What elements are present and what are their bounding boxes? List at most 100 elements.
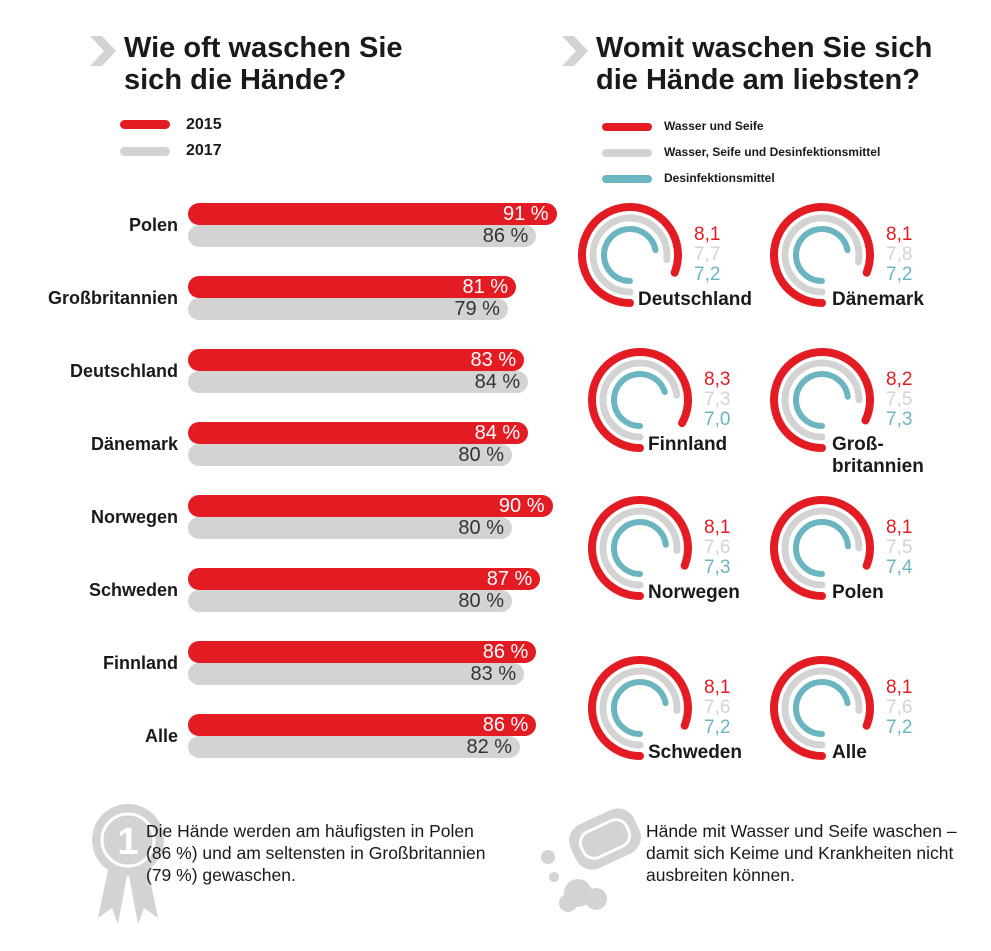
bar-value-label: 80 % xyxy=(458,590,504,612)
bar-2015: 86 % xyxy=(188,641,537,663)
legend-wasser-seife-desinf: Wasser, Seife und Desinfektionsmittel xyxy=(664,145,881,159)
bar-value-label: 82 % xyxy=(466,736,513,758)
value-wasser-seife-desinf: 7,6 xyxy=(886,697,913,718)
value-desinf: 7,2 xyxy=(886,264,913,285)
bar-2015: 86 % xyxy=(188,714,537,736)
left-title: Wie oft waschen Sie sich die Hände? xyxy=(124,32,403,96)
radial-country-label: Polen xyxy=(832,582,884,603)
radial-country-label: Norwegen xyxy=(648,582,740,603)
arc-wasser-seife xyxy=(588,496,692,600)
arc-desinf xyxy=(611,679,669,737)
arc-desinf xyxy=(611,371,668,429)
bar-value-label: 81 % xyxy=(462,276,509,298)
category-label: Polen xyxy=(128,215,178,235)
bar-2017: 83 % xyxy=(188,663,525,685)
bar-value-label: 90 % xyxy=(498,495,545,517)
bar-2017: 84 % xyxy=(188,371,529,393)
bar-value-label: 80 % xyxy=(458,444,504,466)
value-desinf: 7,3 xyxy=(704,557,731,578)
bar-value-label: 86 % xyxy=(482,714,529,736)
category-label: Dänemark xyxy=(90,434,178,454)
value-desinf: 7,2 xyxy=(886,717,913,738)
value-desinf: 7,0 xyxy=(704,409,731,430)
category-label: Finnland xyxy=(103,653,178,673)
legend-swatch-wasser-seife-desinf xyxy=(602,149,652,157)
arc-desinf xyxy=(793,519,851,577)
arc-wasser-seife xyxy=(770,348,874,452)
chevron-right-icon xyxy=(90,36,116,66)
value-wasser-seife: 8,1 xyxy=(694,224,721,245)
radial-country-label: Schweden xyxy=(648,742,742,763)
bar-2015: 81 % xyxy=(188,276,517,298)
bar-2015: 84 % xyxy=(188,422,529,444)
arc-wasser-seife xyxy=(770,496,874,600)
note-left: Die Hände werden am häufigsten in Polen … xyxy=(146,821,486,885)
value-wasser-seife-desinf: 7,8 xyxy=(886,244,913,265)
svg-text:1: 1 xyxy=(117,821,138,863)
arc-wasser-seife xyxy=(588,656,692,760)
bar-2017: 80 % xyxy=(188,517,512,539)
legend-2015: 2015 xyxy=(186,116,222,133)
arc-wasser-seife xyxy=(770,203,874,307)
arc-wasser-seife-desinf xyxy=(599,667,681,749)
arc-desinf xyxy=(793,226,851,284)
note-right: Hände mit Wasser und Seife waschen – dam… xyxy=(646,821,957,885)
radial-country-label: Groß- britannien xyxy=(832,434,924,477)
bar-value-label: 91 % xyxy=(502,203,549,225)
value-wasser-seife-desinf: 7,5 xyxy=(886,389,913,410)
legend-wasser-seife: Wasser und Seife xyxy=(664,119,764,133)
arc-wasser-seife-desinf xyxy=(781,507,863,589)
bar-2015: 87 % xyxy=(188,568,541,590)
bar-value-label: 83 % xyxy=(470,663,517,685)
bar-value-label: 84 % xyxy=(474,422,521,444)
value-wasser-seife-desinf: 7,6 xyxy=(704,537,731,558)
category-label: Alle xyxy=(144,726,178,746)
bar-value-label: 79 % xyxy=(454,298,500,320)
arc-wasser-seife-desinf xyxy=(781,667,863,749)
arc-wasser-seife xyxy=(770,656,874,760)
value-wasser-seife: 8,1 xyxy=(886,517,913,538)
bar-2017: 82 % xyxy=(188,736,521,758)
value-wasser-seife: 8,3 xyxy=(704,369,731,390)
legend-swatch-2015 xyxy=(120,120,170,129)
legend-swatch-2017 xyxy=(120,147,170,156)
arc-wasser-seife xyxy=(588,348,692,452)
category-label: Schweden xyxy=(88,580,178,600)
value-wasser-seife-desinf: 7,3 xyxy=(704,389,731,410)
value-wasser-seife: 8,2 xyxy=(886,369,913,390)
arc-wasser-seife-desinf xyxy=(599,507,681,589)
arc-desinf xyxy=(793,679,851,737)
bar-value-label: 86 % xyxy=(482,641,529,663)
arc-wasser-seife xyxy=(578,203,682,307)
value-wasser-seife-desinf: 7,5 xyxy=(886,537,913,558)
radial-country-label: Deutschland xyxy=(638,289,753,310)
arc-wasser-seife-desinf xyxy=(599,359,681,441)
right-title: Womit waschen Sie sich die Hände am liebs… xyxy=(596,32,933,96)
bar-2017: 86 % xyxy=(188,225,537,247)
radial-country-label: Dänemark xyxy=(832,289,924,310)
value-wasser-seife: 8,1 xyxy=(886,677,913,698)
bar-value-label: 87 % xyxy=(486,568,533,590)
value-wasser-seife: 8,1 xyxy=(704,677,731,698)
bar-value-label: 84 % xyxy=(474,371,521,393)
legend-desinf: Desinfektionsmittel xyxy=(664,171,775,185)
bar-2015: 91 % xyxy=(188,203,557,225)
arc-wasser-seife-desinf xyxy=(781,359,863,441)
value-desinf: 7,3 xyxy=(886,409,913,430)
legend-swatch-wasser-seife xyxy=(602,123,652,131)
bar-value-label: 83 % xyxy=(470,349,517,371)
bar-2015: 83 % xyxy=(188,349,525,371)
value-wasser-seife-desinf: 7,7 xyxy=(694,244,721,265)
bar-2017: 80 % xyxy=(188,444,512,466)
arc-wasser-seife-desinf xyxy=(589,214,671,296)
value-wasser-seife: 8,1 xyxy=(886,224,913,245)
arc-desinf xyxy=(793,371,851,429)
arc-desinf xyxy=(611,519,669,577)
legend-swatch-desinf xyxy=(602,175,652,183)
category-label: Deutschland xyxy=(69,361,178,381)
value-desinf: 7,2 xyxy=(694,264,721,285)
chevron-right-icon xyxy=(562,36,588,66)
arc-wasser-seife-desinf xyxy=(781,214,863,296)
